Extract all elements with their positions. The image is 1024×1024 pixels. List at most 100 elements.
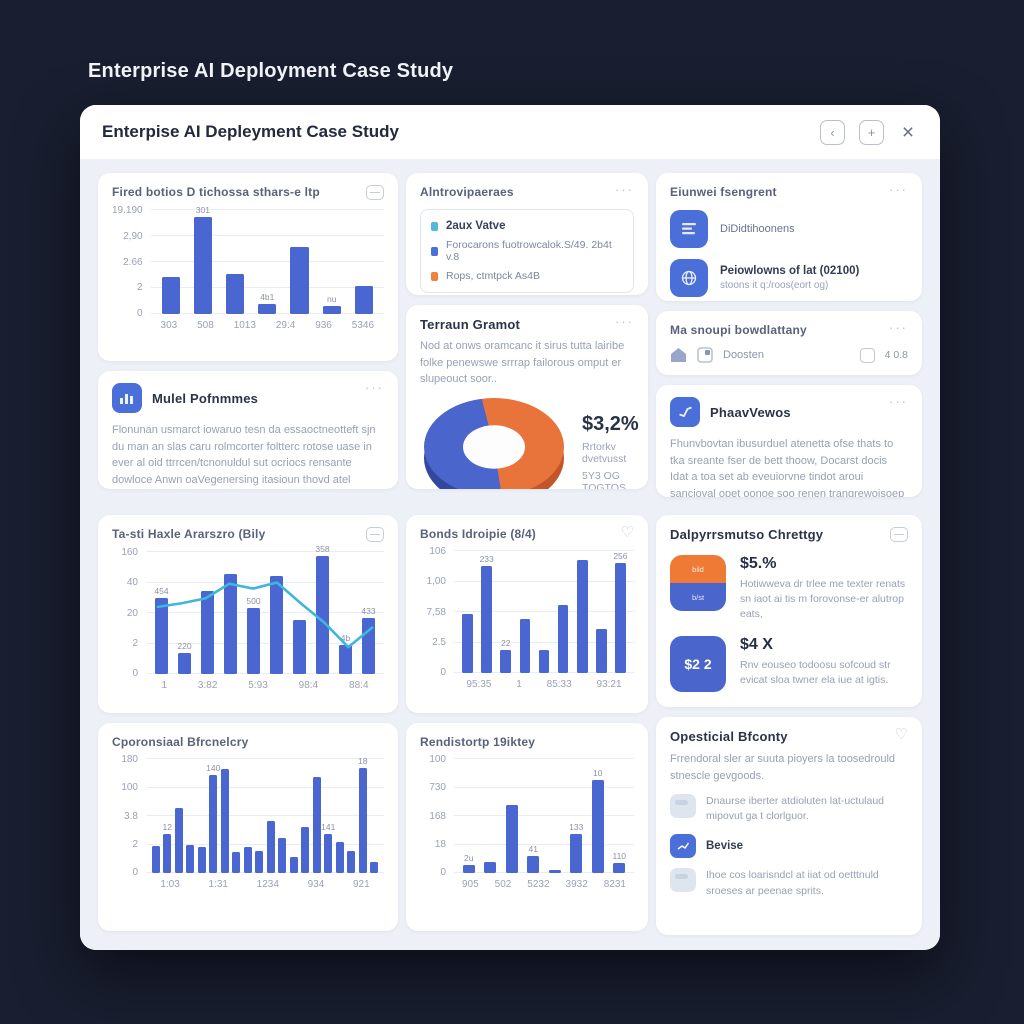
card-title: Ta-sti Haxle Ararszro (Bily [112,527,266,541]
card-metrics-chart: Fired botios D tichossa sthars-e ltp 19.… [98,173,398,361]
donut-chart [420,396,568,489]
heart-icon[interactable]: ♡ [894,726,908,743]
list-item-text: Dnaurse iberter atdioluten lat-uctulaud … [706,795,885,823]
add-button[interactable]: + [859,119,884,145]
stat-value: $4 X [740,635,773,653]
layers-icon [670,868,696,893]
menu-icon[interactable]: ··· [889,320,908,335]
card-title: Dalpyrrsmutso Chrettgy [670,527,824,542]
stat-description: Rnv eouseo todoosu sofcoud str evicat sl… [740,658,891,686]
feature-item[interactable]: Forocarons fuotrowcalok.S/49. 2b4t v.8 [431,239,623,263]
card-body-text: Frrendoral sler ar suuta pioyers la toos… [670,753,896,782]
heart-icon[interactable]: ♡ [620,524,634,541]
donut-stats: $3,2% Rrtorkv dvetvusst 5Y3 OG TOGTOS [582,413,639,489]
stat-item[interactable]: bild b/st $5.% Hotiwweva dr trlee me tex… [670,555,908,623]
split-tile-icon: bild b/st [670,555,726,611]
card-title: Cporonsiaal Bfrcnelcry [112,735,249,749]
card-title: Ma snoupi bowdlattany [670,323,807,337]
card-body-text: Fhunvbovtan ibusurduel atenetta ofse tha… [670,438,905,497]
top-section: Fired botios D tichossa sthars-e ltp 19.… [98,173,922,497]
stat-item[interactable]: $2 2 $4 X Rnv eouseo todoosu sofcoud str… [670,635,908,692]
menu-icon[interactable]: ··· [889,182,908,197]
task-combo-chart: 160 40 20 2 0 454 220 500 358 4b 433 1 3:82 5:93 98:4 8… [112,544,384,691]
list-icon [670,210,708,248]
list-item[interactable]: Peiowlowns of lat (02100) stoons it q:/r… [670,259,908,297]
toolbar-value: 4 0.8 [884,349,908,361]
feature-item[interactable]: 2aux Vatve [431,220,623,232]
card-burner: Eiunwei fsengrent ··· DiDidtihoonens [656,173,922,301]
back-button[interactable]: ‹ [820,119,845,145]
donut-sub-label: 5Y3 OG TOGTOS [582,470,626,489]
feature-item[interactable]: Rops, ctmtpck As4B [431,270,623,282]
save-icon[interactable] [890,527,908,542]
bottom-section: Ta-sti Haxle Ararszro (Bily 160 40 20 2 0 454… [98,515,922,935]
menu-icon[interactable]: ··· [889,394,908,409]
menu-icon[interactable]: ··· [615,182,634,197]
card-title: Bonds Idroipie (8/4) [420,527,537,541]
metrics-bar-chart: 19.190 2,90 2.66 2 0 301 4b1 nu 303 508 1013 29:4 93… [112,205,384,331]
page-title: Enterprise AI Deployment Case Study [88,60,454,82]
home-icon[interactable] [670,347,687,363]
blue-bullet-icon [431,246,438,256]
teal-bullet-icon [431,221,438,231]
list-item-text: Bevise [706,840,744,853]
card-map-toolbar: Ma snoupi bowdlattany ··· Doosten 4 0.8 [656,311,922,375]
list-item-text: Ihoe cos loarisndcl at iiat od oetttnuld… [706,869,879,897]
feature-list: 2aux Vatve Forocarons fuotrowcalok.S/49.… [420,209,634,293]
checkbox[interactable] [859,347,875,363]
card-deployment-strategy: Dalpyrrsmutso Chrettgy bild b/st $5.% Ho… [656,515,922,707]
card-body-text: Nod at onws oramcanc it sirus tutta lair… [420,340,625,385]
save-icon[interactable] [366,527,384,542]
list-item-label: DiDidtihoonens [720,223,795,235]
feature-label: Rops, ctmtpck As4B [446,270,540,282]
price-tile-icon: $2 2 [670,635,726,692]
list-item[interactable]: Dnaurse iberter atdioluten lat-uctulaud … [670,794,908,824]
bar-chart-icon [112,383,142,413]
card-model-performance: Mulel Pofnmmes ··· Flonunan usmarct iowa… [98,371,398,489]
history-bar-chart: 100 730 168 18 0 2u 41 133 10 110 905 502 5232 3932 82… [420,754,634,890]
trend-icon [670,834,696,859]
card-ai-features: Alntrovipaeraes ··· 2aux Vatve Forocaron… [406,173,648,295]
card-title: Rendistortp 19iktey [420,735,536,749]
donut-sub-label: Rrtorkv dvetvusst [582,441,627,465]
save-icon[interactable] [366,185,384,200]
card-title: Opesticial Bfconty [670,729,788,744]
card-terrain-donut: Terraun Gramot ··· Nod at onws oramcanc … [406,305,648,489]
globe-icon [670,259,708,297]
list-item[interactable]: Ihoe cos loarisndcl at iiat od oetttnuld… [670,868,908,898]
list-item-subtitle: stoons it q:/roos(eort og) [720,280,829,291]
card-history-chart: Rendistortp 19iktey 100 730 168 18 0 2u 41 133 1… [406,723,648,931]
card-phase-views: PhaavVewos ··· Fhunvbovtan ibusurduel at… [656,385,922,497]
window-controls: ‹ + × [820,119,918,145]
menu-icon[interactable]: ··· [365,380,384,395]
feature-label: 2aux Vatve [446,220,506,232]
list-item-title: Peiowlowns of lat (02100) [720,265,860,277]
list-item[interactable]: Bevise [670,834,908,859]
app-window: Enterpise AI Depleyment Case Study ‹ + ×… [80,105,940,950]
bonds-bar-chart: 106 1,00 7,58 2.5 0 233 22 256 95:35 1 85:33 93:21 [420,546,634,690]
stat-description: Hotiwweva dr trlee me texter renats sn i… [740,578,906,621]
operational-bar-chart: 180 100 3.8 2 0 12 140 141 18 1:03 1:31 1234 934 921 [112,754,384,890]
tile-bottom-label: b/st [670,583,726,611]
trend-check-icon [670,397,700,427]
card-title: Fired botios D tichossa sthars-e ltp [112,185,320,199]
list-item[interactable]: DiDidtihoonens [670,210,908,248]
card-title: Alntrovipaeraes [420,185,514,199]
layers-icon [670,794,696,818]
window-title: Enterpise AI Depleyment Case Study [102,122,399,141]
card-title: Terraun Gramot [420,317,521,332]
card-task-chart: Ta-sti Haxle Ararszro (Bily 160 40 20 2 0 454… [98,515,398,713]
orange-bullet-icon [431,271,438,281]
tile-top-label: bild [670,555,726,583]
card-title: Eiunwei fsengrent [670,185,777,199]
card-title: Mulel Pofnmmes [152,390,259,406]
menu-icon[interactable]: ··· [615,314,634,329]
close-button[interactable]: × [898,119,918,145]
frame-icon[interactable] [697,347,713,363]
toolbar-label: Doosten [723,349,764,361]
donut-top-layer [424,397,564,489]
dashboard-content: Fired botios D tichossa sthars-e ltp 19.… [80,159,940,950]
card-body-text: Flonunan usmarct iowaruo tesn da essaoct… [112,424,376,486]
card-title: PhaavVewos [710,404,791,420]
donut-big-value: $3,2% [582,413,639,435]
